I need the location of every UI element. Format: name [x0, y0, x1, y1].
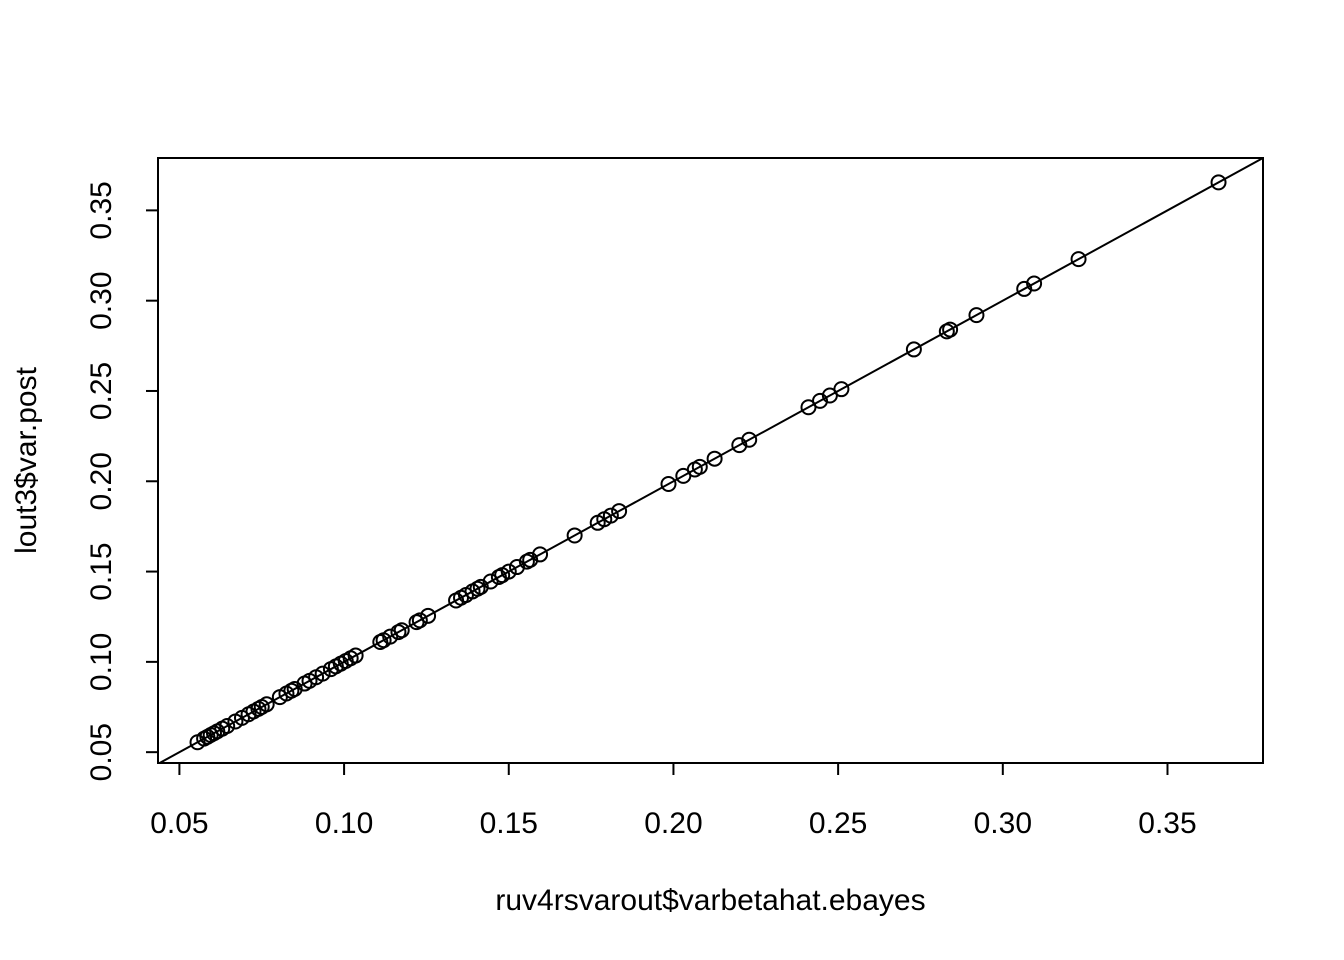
y-tick-label: 0.35 — [85, 181, 118, 239]
y-tick-label: 0.25 — [85, 362, 118, 420]
data-point — [602, 507, 619, 524]
data-point — [1026, 275, 1043, 292]
y-tick-label: 0.15 — [85, 542, 118, 600]
data-point — [420, 607, 437, 624]
x-tick-label: 0.30 — [974, 807, 1032, 840]
data-point — [219, 717, 236, 734]
data-point — [347, 647, 364, 664]
x-tick-label: 0.10 — [315, 807, 373, 840]
data-point — [258, 696, 275, 713]
x-tick-label: 0.15 — [480, 807, 538, 840]
y-tick-label: 0.20 — [85, 452, 118, 510]
data-point — [706, 450, 723, 467]
data-point — [741, 431, 758, 448]
data-point — [691, 458, 708, 475]
data-point — [1070, 251, 1087, 268]
data-point — [968, 307, 985, 324]
y-tick-label: 0.30 — [85, 271, 118, 329]
data-point — [611, 503, 628, 520]
x-tick-label: 0.35 — [1138, 807, 1196, 840]
x-tick-label: 0.05 — [150, 807, 208, 840]
y-axis: 0.05 0.10 0.15 0.20 0.25 0.30 0.35 — [85, 181, 159, 781]
data-point — [905, 341, 922, 358]
x-axis: 0.05 0.10 0.15 0.20 0.25 0.30 0.35 — [150, 762, 1197, 840]
data-point — [411, 612, 428, 629]
x-tick-label: 0.25 — [809, 807, 867, 840]
data-point — [532, 546, 549, 563]
x-axis-label: ruv4rsvarout$varbetahat.ebayes — [495, 884, 925, 917]
data-point — [1210, 174, 1227, 191]
plot-area — [158, 158, 1263, 763]
points-layer — [189, 174, 1227, 751]
data-point — [566, 527, 583, 544]
data-point — [833, 381, 850, 398]
x-tick-label: 0.20 — [644, 807, 702, 840]
data-point — [500, 563, 517, 580]
data-point — [314, 665, 331, 682]
y-tick-label: 0.05 — [85, 723, 118, 781]
identity-reference-line — [158, 158, 1263, 763]
data-point — [660, 475, 677, 492]
data-point — [942, 321, 959, 338]
data-point — [393, 622, 410, 639]
y-axis-label: lout3$var.post — [10, 366, 43, 553]
y-tick-label: 0.10 — [85, 633, 118, 691]
